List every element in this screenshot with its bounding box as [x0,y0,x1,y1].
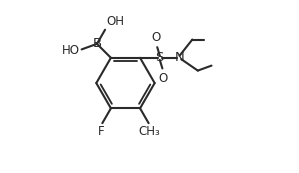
Text: CH₃: CH₃ [138,125,160,138]
Text: OH: OH [106,15,124,28]
Text: O: O [158,71,168,85]
Text: O: O [151,31,161,44]
Text: HO: HO [62,44,80,57]
Text: N: N [175,51,184,64]
Text: B: B [92,37,101,50]
Text: S: S [155,51,164,64]
Text: F: F [98,125,105,138]
